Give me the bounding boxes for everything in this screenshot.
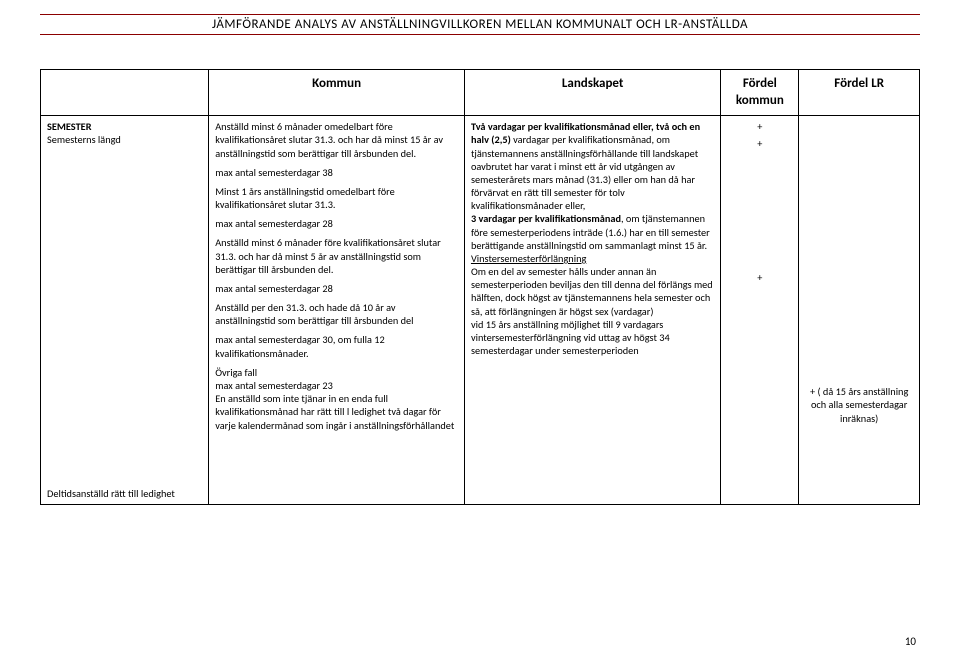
th-fordel-lr: Fördel LR [799,70,920,116]
kommun-p7: Anställd per den 31.3. och hade då 10 år… [215,301,458,327]
flr-text: + ( då 15 års anställning och alla semes… [810,385,908,424]
kommun-p10: max antal semesterdagar 23 [215,379,333,392]
kommun-p1: Anställd minst 6 månader omedelbart före… [215,120,458,160]
kommun-p2: max antal semesterdagar 38 [215,166,458,179]
th-blank [41,70,209,116]
th-landskapet: Landskapet [464,70,720,116]
label-semester: SEMESTER [47,120,92,133]
label-semester-langd: Semesterns längd [47,133,121,146]
page-number: 10 [905,635,916,648]
th-kommun: Kommun [209,70,465,116]
page-header: JÄMFÖRANDE ANALYS AV ANSTÄLLNINGVILLKORE… [40,14,920,35]
fk-plus-3: + [757,271,762,284]
cell-fordel-kommun: + + + [721,116,799,505]
label-deltid: Deltidsanställd rätt till ledighet [47,487,175,500]
fk-plus-2: + [757,137,762,150]
kommun-p3: Minst 1 års anställningstid omedelbart f… [215,185,458,211]
cell-kommun: Anställd minst 6 månader omedelbart före… [209,116,465,505]
land-p2a: 3 vardagar per kvalifikationsmånad [471,212,621,225]
kommun-p11: En anställd som inte tjänar in en enda f… [215,392,454,431]
fk-plus-1: + [757,120,762,133]
th-fordel-kommun: Fördel kommun [721,70,799,116]
kommun-p8: max antal semesterdagar 30, om fulla 12 … [215,333,458,359]
cell-rowlabel: SEMESTER Semesterns längd Deltidsanställ… [41,116,209,505]
cell-landskapet: Två vardagar per kvalifikationsmånad ell… [464,116,720,505]
cell-fordel-lr: + ( då 15 års anställning och alla semes… [799,116,920,505]
land-p5: vid 15 års anställning möjlighet till 9 … [471,318,670,357]
kommun-p6: max antal semesterdagar 28 [215,282,458,295]
kommun-p5: Anställd minst 6 månader före kvalifikat… [215,236,458,276]
land-p4: Om en del av semester hålls under annan … [471,265,713,318]
kommun-p9: Övriga fall [215,366,257,379]
comparison-table: Kommun Landskapet Fördel kommun Fördel L… [40,69,920,505]
land-p3u: Vinstersemesterförlängning [471,252,586,265]
kommun-p4: max antal semesterdagar 28 [215,217,458,230]
